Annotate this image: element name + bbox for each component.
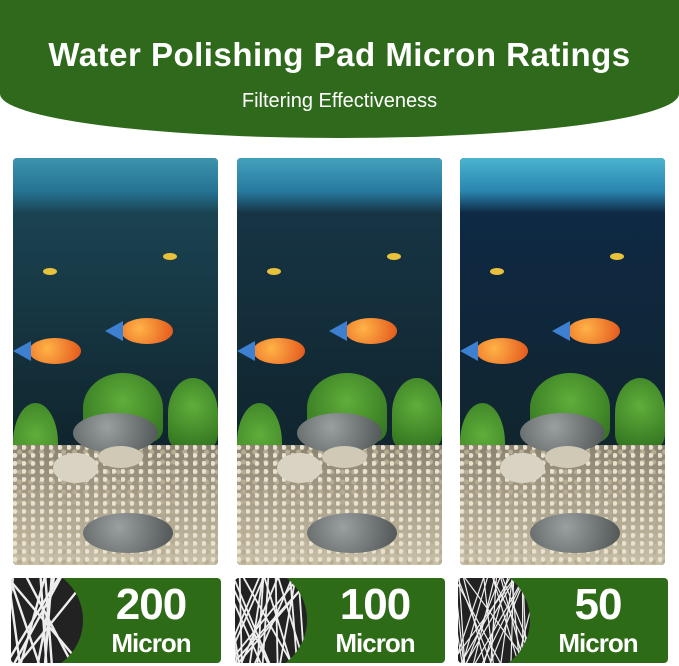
- micron-unit: Micron: [558, 628, 638, 658]
- fiber-texture-icon: [235, 578, 307, 663]
- goldfish: [329, 318, 397, 344]
- goldfish: [460, 338, 528, 364]
- micron-value: 200: [115, 580, 187, 629]
- goldfish: [237, 338, 305, 364]
- micron-label-200: 200 Micron: [11, 578, 221, 663]
- fiber-texture-icon: [458, 578, 530, 663]
- page-subtitle: Filtering Effectiveness: [241, 90, 438, 112]
- micron-label-100: 100 Micron: [235, 578, 445, 663]
- aquarium-image: [237, 158, 442, 565]
- aquarium-image: [13, 158, 218, 565]
- micron-unit: Micron: [111, 628, 191, 658]
- fiber-texture-icon: [11, 578, 83, 663]
- goldfish: [552, 318, 620, 344]
- goldfish: [105, 318, 173, 344]
- header-banner: [0, 0, 679, 138]
- micron-label-50: 50 Micron: [458, 578, 668, 663]
- micron-value: 50: [574, 580, 623, 629]
- micron-unit: Micron: [335, 628, 415, 658]
- page-title: Water Polishing Pad Micron Ratings: [48, 36, 631, 73]
- aquarium-image: [460, 158, 665, 565]
- micron-value: 100: [339, 580, 411, 629]
- goldfish: [13, 338, 81, 364]
